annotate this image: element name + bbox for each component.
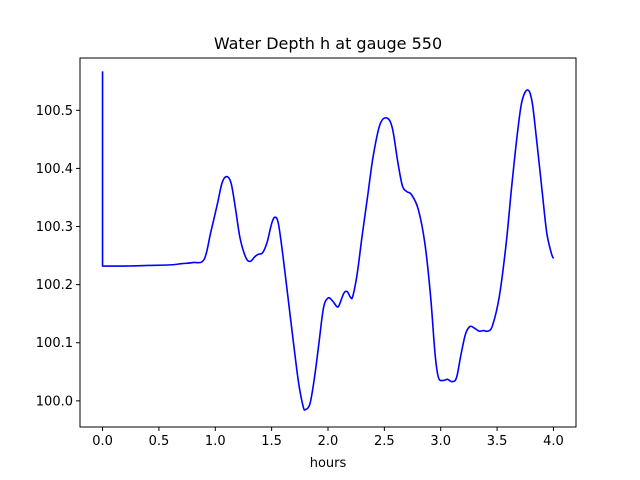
y-tick-label: 100.4: [36, 162, 73, 177]
y-tick-label: 100.5: [36, 104, 73, 119]
y-tick-label: 100.3: [36, 220, 73, 235]
x-tick-label: 3.5: [487, 434, 508, 449]
x-tick-label: 2.5: [374, 434, 395, 449]
x-tick-label: 1.0: [205, 434, 226, 449]
x-tick-label: 4.0: [543, 434, 564, 449]
y-axis-ticks: 100.0 100.1 100.2 100.3 100.4 100.5: [36, 104, 80, 409]
plot-area: [101, 71, 555, 411]
chart-title: Water Depth h at gauge 550: [214, 34, 442, 53]
x-tick-label: 3.0: [430, 434, 451, 449]
series-line: [101, 71, 555, 411]
x-axis-label: hours: [310, 456, 347, 471]
y-tick-label: 100.1: [36, 336, 73, 351]
x-tick-label: 2.0: [318, 434, 339, 449]
y-tick-label: 100.0: [36, 394, 73, 409]
x-tick-label: 1.5: [261, 434, 282, 449]
x-axis-ticks: 0.0 0.5 1.0 1.5 2.0 2.5 3.0 3.5 4.0: [92, 427, 564, 449]
x-tick-label: 0.0: [92, 434, 113, 449]
x-tick-label: 0.5: [149, 434, 170, 449]
y-tick-label: 100.2: [36, 278, 73, 293]
